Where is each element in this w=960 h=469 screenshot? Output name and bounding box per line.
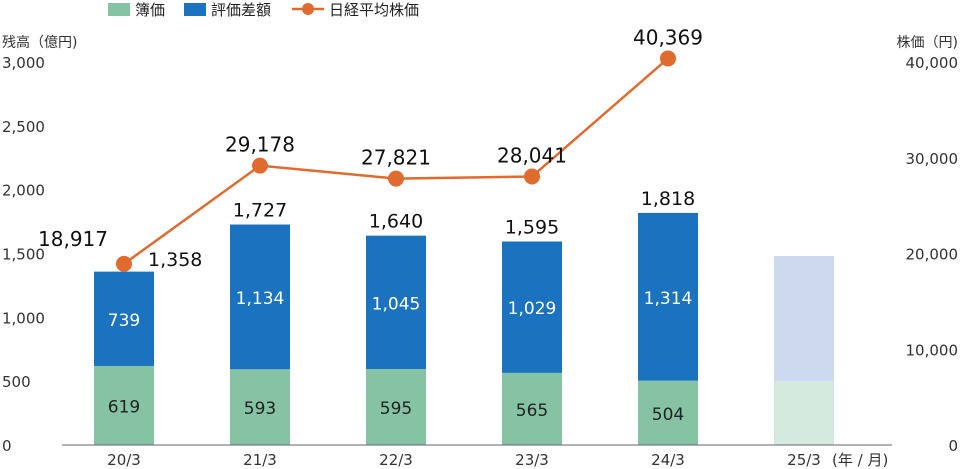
book-value-label: 504 [652, 405, 684, 425]
right-axis-title: 株価（円) [897, 35, 958, 51]
valuation-gain-label: 1,134 [236, 289, 285, 309]
legend-label: 簿価 [135, 1, 165, 19]
valuation-gain-label: 1,314 [644, 289, 693, 309]
right-axis: 株価（円) 0 10,000 20,000 30,000 40,000 [897, 35, 958, 455]
right-tick-label: 10,000 [906, 341, 959, 359]
left-axis-title: 残高（億円) [2, 34, 77, 51]
left-tick-label: 2,500 [2, 118, 45, 136]
left-tick-label: 2,000 [2, 182, 45, 200]
nikkei-point [524, 168, 540, 185]
nikkei-label: 40,369 [633, 25, 703, 49]
x-tick-label: 20/3 [107, 451, 141, 469]
x-tick-label: 25/3 [787, 451, 821, 469]
nikkei-point [116, 255, 132, 272]
line-series: 18,917 29,178 27,821 28,041 40,369 [38, 25, 703, 272]
left-tick-label: 500 [2, 373, 31, 391]
right-tick-label: 30,000 [906, 150, 959, 168]
book-value-label: 595 [380, 399, 412, 419]
book-value-bar [94, 365, 154, 445]
chart-legend: 簿価 評価差額 日経平均株価 [108, 1, 419, 19]
x-unit-label: (年 / 月) [832, 451, 888, 469]
x-tick-label: 21/3 [243, 451, 277, 469]
x-axis-labels: 20/3 21/3 22/3 23/3 24/3 25/3 (年 / 月) [107, 451, 888, 469]
valuation-gain-bar [638, 212, 698, 381]
valuation-gain-label: 1,045 [372, 294, 421, 314]
left-tick-label: 1,000 [2, 309, 45, 327]
x-tick-label: 24/3 [651, 451, 685, 469]
legend-marker [302, 3, 314, 15]
valuation-gain-bar [366, 235, 426, 370]
nikkei-label: 28,041 [497, 144, 567, 168]
valuation-gain-bar [94, 271, 154, 366]
nikkei-point [660, 50, 676, 67]
right-tick-label: 20,000 [906, 246, 959, 264]
bar-series: 619 739 1,358 593 1,134 1,727 595 1,045 1,640 565… [94, 188, 834, 445]
left-axis: 残高（億円) 0 500 1,000 1,500 2,000 2,500 3,000 [2, 34, 77, 455]
book-value-bar [638, 380, 698, 445]
nikkei-point [388, 170, 404, 187]
left-tick-label: 3,000 [2, 54, 45, 72]
x-tick-label: 23/3 [515, 451, 549, 469]
nikkei-label: 29,178 [225, 133, 295, 157]
legend-swatch [184, 3, 206, 16]
book-value-bar [230, 369, 290, 445]
legend-label: 日経平均株価 [329, 1, 419, 19]
total-label: 1,727 [233, 200, 287, 222]
left-tick-label: 1,500 [2, 246, 45, 264]
forecast-book-value-bar [774, 381, 834, 445]
book-value-label: 619 [108, 397, 140, 417]
legend-label: 評価差額 [211, 1, 271, 19]
nikkei-point [252, 157, 268, 174]
total-label: 1,358 [148, 249, 202, 271]
book-value-bar [366, 369, 426, 445]
nikkei-label: 18,917 [38, 227, 108, 251]
nikkei-label: 27,821 [361, 146, 431, 170]
legend-swatch [108, 3, 130, 16]
valuation-gain-bar [230, 224, 290, 370]
valuation-gain-bar [502, 241, 562, 373]
total-label: 1,595 [505, 216, 559, 238]
total-label: 1,818 [641, 188, 695, 210]
right-tick-label: 0 [948, 437, 958, 455]
left-tick-label: 0 [2, 437, 12, 455]
book-value-label: 593 [244, 399, 276, 419]
valuation-gain-label: 1,029 [508, 299, 557, 319]
x-tick-label: 22/3 [379, 451, 413, 469]
valuation-gain-label: 739 [108, 311, 140, 331]
right-tick-label: 40,000 [906, 54, 959, 72]
forecast-valuation-gain-bar [774, 256, 834, 382]
book-value-label: 565 [516, 401, 548, 421]
total-label: 1,640 [369, 211, 423, 233]
book-value-bar [502, 372, 562, 445]
